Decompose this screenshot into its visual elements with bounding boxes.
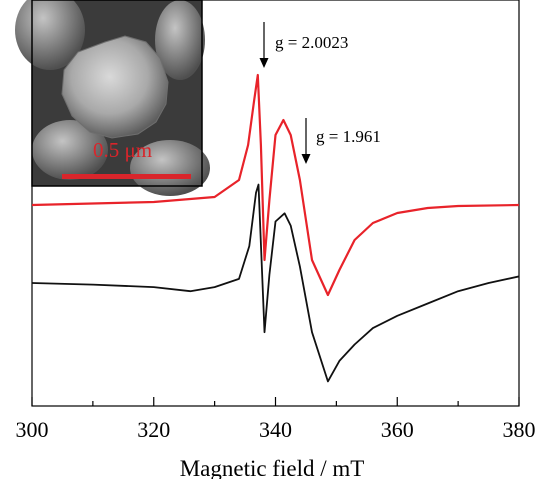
- inset-frame: [31, 0, 203, 187]
- scale-bar: [62, 174, 191, 179]
- sem-particle: [155, 0, 205, 80]
- scale-bar-label: 0.5 μm: [93, 138, 152, 162]
- x-tick-label: 320: [137, 417, 170, 442]
- annotation-arrow-head: [259, 58, 269, 68]
- sem-particle-main: [61, 35, 169, 139]
- x-axis: 300 320 340 360 380: [16, 397, 536, 442]
- sem-particle: [130, 140, 210, 196]
- x-tick-label: 340: [259, 417, 292, 442]
- annotation-g-1.961: g = 1.961: [301, 118, 381, 164]
- x-tick-label: 360: [381, 417, 414, 442]
- sem-inset: 0.5 μm: [15, 0, 210, 196]
- annotation-label: g = 2.0023: [275, 33, 348, 52]
- sem-particle: [32, 120, 108, 180]
- annotation-arrow-head: [301, 154, 311, 164]
- x-axis-title: Magnetic field / mT: [180, 456, 365, 479]
- annotation-g-2.0023: g = 2.0023: [259, 22, 348, 68]
- annotation-label: g = 1.961: [316, 127, 381, 146]
- x-tick-label: 380: [503, 417, 536, 442]
- simulated-spectrum-line: [32, 73, 519, 297]
- experimental-spectrum-line: [32, 183, 519, 383]
- x-tick-label: 300: [16, 417, 49, 442]
- plot-area: [32, 73, 519, 383]
